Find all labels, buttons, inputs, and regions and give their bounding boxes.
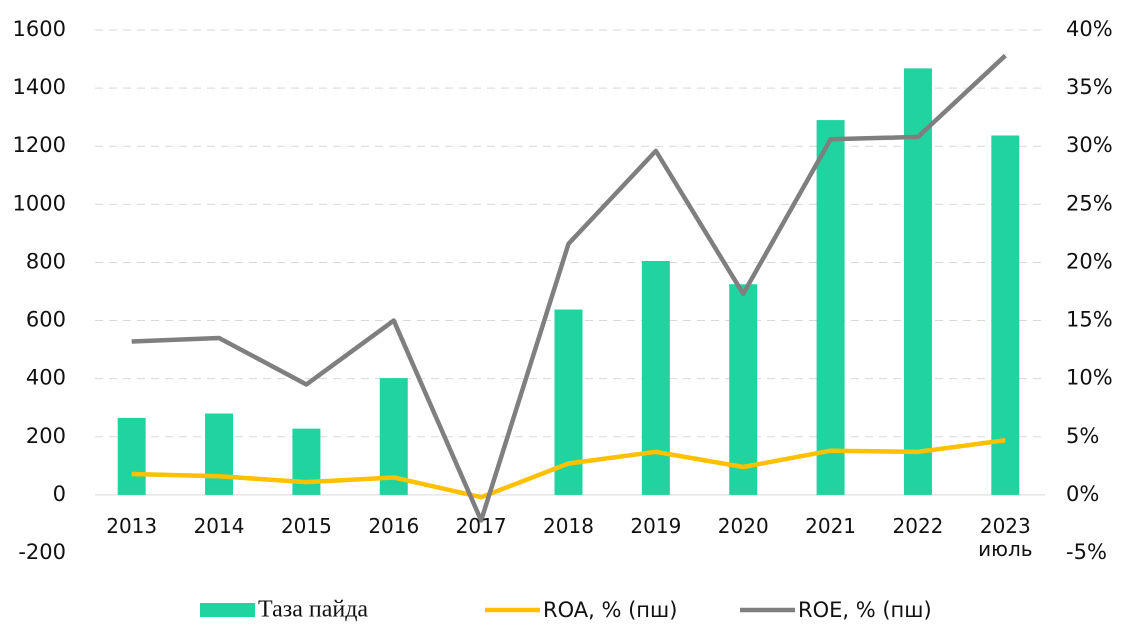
x-tick-label: 2023 июль [978, 514, 1033, 561]
y2-tick-label: 40% [1066, 17, 1113, 41]
legend-swatch [200, 603, 255, 617]
y2-tick-label: 15% [1066, 308, 1113, 332]
x-tick-label: 2019 [630, 514, 682, 538]
bar [991, 135, 1020, 495]
y2-tick-label: 20% [1066, 249, 1113, 273]
y-tick-label: 1200 [13, 133, 66, 157]
y-tick-label: 600 [26, 308, 66, 332]
y-tick-label: 1400 [13, 75, 66, 99]
y-tick-label: 0 [53, 482, 66, 506]
y2-tick-label: 30% [1066, 133, 1113, 157]
x-tick-label: 2018 [543, 514, 594, 538]
x-tick-label: 2016 [368, 514, 420, 538]
x-tick-label: 2015 [280, 514, 332, 538]
y2-tick-label: 5% [1066, 424, 1099, 448]
line [131, 438, 1006, 500]
y-tick-label: 200 [26, 424, 66, 448]
x-tick-label: 2022 [892, 514, 944, 538]
bar [903, 68, 932, 495]
bar [292, 428, 321, 495]
legend-label: Таза пайда [258, 597, 368, 623]
x-tick-label: 2021 [805, 514, 857, 538]
x-tick-label: 2017 [455, 514, 507, 538]
x-tick-label: 2013 [106, 514, 158, 538]
y2-tick-label: 0% [1066, 482, 1099, 506]
x-tick-label: 2020 [717, 514, 769, 538]
y-tick-label: 1000 [13, 191, 66, 215]
bar [205, 413, 234, 495]
y2-tick-label: 35% [1066, 75, 1113, 99]
y-tick-label: -200 [18, 540, 66, 564]
bar [729, 284, 758, 495]
y2-tick-label: 25% [1066, 191, 1113, 215]
bar [117, 417, 146, 495]
legend-label: ROE, % (пш) [798, 598, 932, 622]
line [131, 53, 1007, 523]
bar [816, 120, 845, 495]
y-tick-label: 1600 [13, 17, 66, 41]
bar [641, 260, 670, 495]
y2-tick-label: -5% [1066, 540, 1107, 564]
legend-label: ROA, % (пш) [543, 598, 677, 622]
y-tick-label: 400 [26, 366, 66, 390]
x-tick-label: 2014 [193, 514, 245, 538]
y-tick-label: 800 [26, 249, 66, 273]
y2-tick-label: 10% [1066, 366, 1113, 390]
